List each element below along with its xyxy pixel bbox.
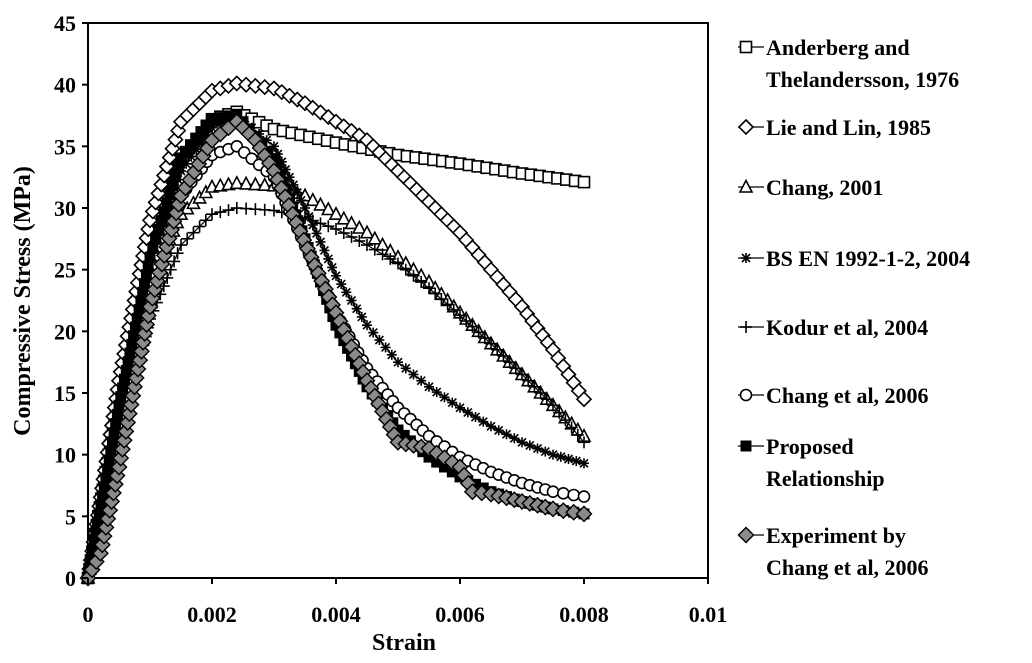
legend-marker	[737, 526, 755, 544]
x-tick-label: 0	[83, 602, 94, 627]
data-point	[361, 319, 373, 332]
axes: 0 5 10 15 20 25 30 35 40 45 0 0.002 0.004 0.006 0.008 0…	[54, 11, 727, 627]
data-point	[446, 396, 459, 409]
data-point	[554, 450, 567, 463]
data-point	[379, 341, 392, 354]
legend-marker	[739, 40, 753, 54]
data-point	[399, 362, 412, 375]
y-tick-label: 10	[54, 443, 76, 468]
legend-item: Experiment by Chang et al, 2006	[737, 523, 929, 580]
legend-item: Lie and Lin, 1985	[738, 115, 931, 140]
data-point	[367, 326, 380, 339]
x-tick-label: 0.008	[559, 602, 609, 627]
y-tick-label: 20	[54, 319, 76, 344]
y-tick-label: 45	[54, 11, 76, 36]
data-point	[103, 454, 115, 466]
legend-label: Chang et al, 2006	[766, 383, 929, 408]
data-point	[330, 269, 342, 282]
legend-item: Proposed Relationship	[738, 434, 885, 491]
series-diamond-filled	[79, 113, 593, 587]
legend-marker	[739, 320, 753, 334]
y-tick-label: 40	[54, 73, 76, 98]
legend-marker	[739, 388, 753, 402]
legend-label: Kodur et al, 2004	[766, 315, 928, 340]
data-point	[567, 488, 581, 502]
data-point	[385, 348, 398, 361]
data-point	[577, 490, 591, 503]
legend-marker	[740, 252, 752, 264]
legend-label: BS EN 1992-1-2, 2004	[766, 246, 970, 271]
y-tick-label: 0	[65, 566, 76, 591]
legend-marker	[739, 179, 753, 193]
data-point	[355, 311, 368, 323]
data-point	[415, 374, 428, 387]
plot-area	[87, 22, 709, 579]
data-point	[469, 411, 482, 423]
x-tick-label: 0.01	[689, 602, 728, 627]
x-tick-label: 0.004	[311, 602, 361, 627]
series-diamond-open	[80, 75, 592, 586]
y-tick-label: 35	[54, 134, 76, 159]
data-point	[107, 436, 118, 448]
legend-item: Anderberg and Thelandersson, 1976	[738, 35, 959, 92]
data-point	[105, 445, 117, 457]
legend-label: Lie and Lin, 1985	[766, 115, 931, 140]
data-point	[350, 302, 363, 315]
data-point	[454, 401, 466, 414]
data-point	[110, 418, 122, 429]
y-tick-label: 25	[54, 258, 76, 283]
data-point	[570, 455, 583, 467]
data-point	[547, 448, 559, 461]
legend-marker	[740, 440, 752, 452]
legend-item: Kodur et al, 2004	[738, 315, 928, 340]
data-point	[111, 408, 123, 420]
data-point	[392, 356, 404, 369]
legend-label: Chang, 2001	[766, 175, 883, 200]
y-tick-label: 30	[54, 196, 76, 221]
y-tick-label: 15	[54, 381, 76, 406]
data-point	[577, 175, 591, 189]
data-point	[345, 294, 358, 307]
x-tick-label: 0.002	[187, 602, 237, 627]
legend-marker	[738, 119, 754, 135]
x-axis-label: Strain	[372, 630, 436, 656]
data-point	[562, 453, 575, 465]
data-point	[373, 334, 386, 346]
legend-item: Chang, 2001	[738, 175, 883, 200]
legend: Anderberg and Thelandersson, 1976 Lie and …	[737, 35, 970, 580]
x-tick-label: 0.006	[435, 602, 485, 627]
legend-item: BS EN 1992-1-2, 2004	[738, 246, 970, 271]
data-point	[108, 427, 120, 439]
data-point	[578, 457, 590, 470]
legend-item: Chang et al, 2006	[738, 383, 929, 408]
legend-label: Experiment by Chang et al, 2006	[766, 523, 929, 580]
legend-label: Anderberg and Thelandersson, 1976	[766, 35, 959, 92]
data-point	[430, 386, 443, 398]
data-point	[100, 472, 112, 484]
data-point	[335, 278, 348, 290]
data-point	[438, 391, 451, 404]
data-point	[546, 485, 560, 499]
data-point	[556, 486, 570, 500]
data-point	[461, 406, 474, 419]
legend-label: Proposed Relationship	[766, 434, 885, 491]
data-point	[423, 380, 435, 393]
series-plus	[81, 201, 591, 585]
y-axis-label: Compressive Stress (MPa)	[10, 166, 36, 436]
y-tick-label: 5	[65, 504, 76, 529]
data-point	[477, 415, 490, 428]
data-point	[340, 286, 353, 299]
series-layer	[79, 75, 593, 587]
data-point	[407, 368, 420, 381]
